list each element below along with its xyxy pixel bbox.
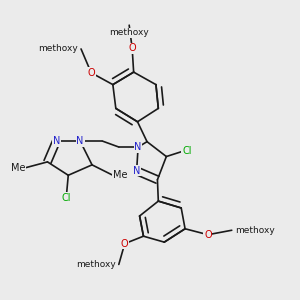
Text: N: N — [134, 142, 142, 152]
Text: Me: Me — [11, 163, 25, 173]
Text: methoxy: methoxy — [76, 260, 116, 269]
Text: Cl: Cl — [61, 193, 71, 203]
Text: Me: Me — [113, 170, 127, 180]
Text: methoxy: methoxy — [235, 226, 274, 235]
Text: O: O — [128, 44, 136, 53]
Text: O: O — [87, 68, 95, 78]
Text: O: O — [204, 230, 212, 240]
Text: Cl: Cl — [182, 146, 192, 157]
Text: N: N — [53, 136, 60, 146]
Text: N: N — [133, 166, 140, 176]
Text: O: O — [121, 238, 128, 249]
Text: N: N — [76, 136, 84, 146]
Text: methoxy: methoxy — [109, 28, 149, 37]
Text: methoxy: methoxy — [38, 44, 78, 53]
